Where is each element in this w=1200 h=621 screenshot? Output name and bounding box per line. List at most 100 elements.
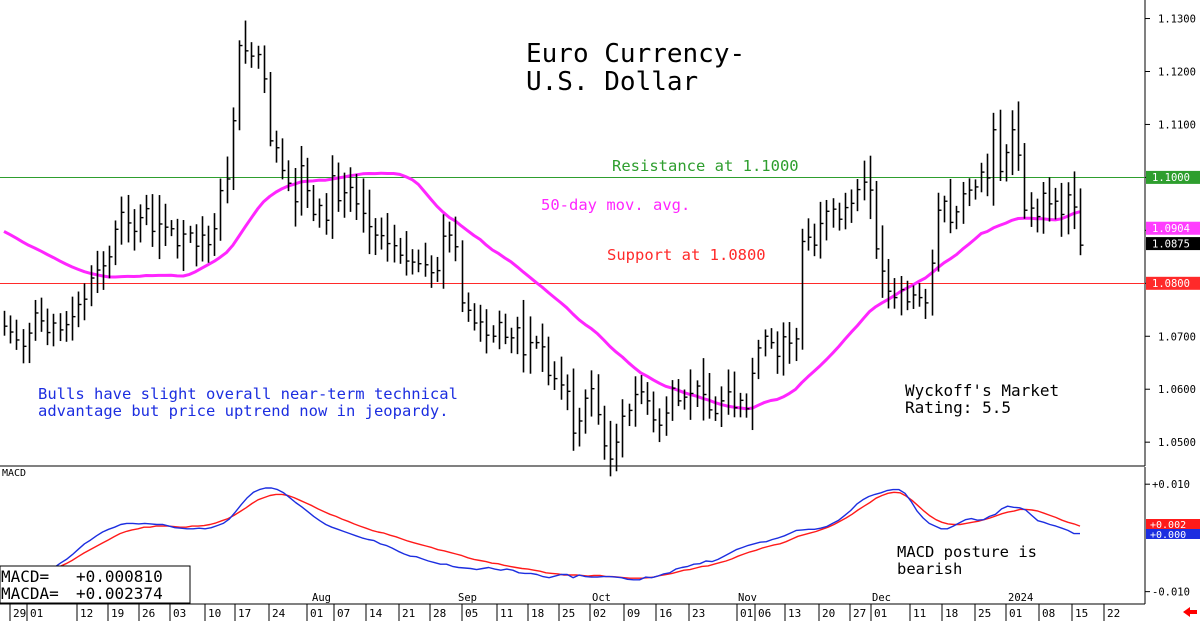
price-bar <box>1023 143 1028 219</box>
price-bar <box>1042 182 1047 234</box>
price-bar <box>46 308 51 346</box>
price-bar <box>838 202 843 231</box>
price-bar <box>77 291 82 328</box>
price-bar <box>498 310 503 350</box>
price-bar <box>937 192 942 272</box>
price-bar <box>850 189 855 223</box>
support-label: Support at 1.0800 <box>607 246 766 264</box>
price-bar <box>195 224 200 267</box>
price-bar <box>590 370 595 417</box>
time-axis-day-label: 29 <box>13 607 26 620</box>
price-y-tick-label: 1.1100 <box>1158 119 1196 131</box>
price-bar <box>615 423 620 472</box>
price-bar <box>825 199 830 241</box>
time-axis-day-label: 18 <box>945 607 958 620</box>
price-bar <box>182 220 187 271</box>
chart-title-line-1: Euro Currency- <box>526 39 745 69</box>
macd-y-tick-label: -0.010 <box>1152 587 1190 599</box>
support-price-badge-bg <box>1146 276 1200 290</box>
price-bar <box>652 391 657 433</box>
price-bar <box>139 204 144 243</box>
macd-posture-line-1: MACD posture is <box>897 543 1037 561</box>
price-bar <box>257 45 262 69</box>
price-bar <box>757 339 762 380</box>
time-axis-day-label: 01 <box>874 607 887 620</box>
price-bar <box>893 278 898 309</box>
price-bar <box>294 168 299 227</box>
price-y-tick-label: 1.0500 <box>1158 437 1196 449</box>
price-bar <box>609 420 614 477</box>
price-bar <box>15 319 20 350</box>
price-bar <box>71 296 76 341</box>
price-bar <box>702 358 707 421</box>
price-y-tick-label: 1.0600 <box>1158 384 1196 396</box>
price-bar <box>522 299 527 373</box>
price-bar <box>733 371 738 418</box>
price-bar <box>189 225 194 243</box>
price-bar <box>906 280 911 311</box>
price-bar <box>1030 192 1035 227</box>
price-bar <box>801 228 806 350</box>
moving-average-price-badge-text: 1.0904 <box>1152 223 1190 235</box>
time-axis-day-label: 02 <box>593 607 606 620</box>
time-axis-day-label: 28 <box>433 607 446 620</box>
time-axis-day-label: 01 <box>1009 607 1022 620</box>
scroll-back-arrow-icon[interactable] <box>1183 607 1197 617</box>
moving-average-price-badge: 1.0904 <box>1146 221 1200 235</box>
price-bar <box>714 396 719 421</box>
price-bar <box>689 369 694 420</box>
price-y-tick-label: 1.1300 <box>1158 14 1196 26</box>
macda-signal-line <box>0 491 1081 579</box>
price-bar <box>992 112 997 206</box>
price-bar <box>739 392 744 418</box>
support-resistance-layer: Resistance at 1.1000 Support at 1.0800 <box>0 157 1145 284</box>
macd-y-ticks: +0.010 -0.010 <box>1145 479 1190 599</box>
commentary-line-2: advantage but price uptrend now in jeopa… <box>38 402 449 420</box>
time-axis-month-label: Dec <box>872 592 891 604</box>
price-bar <box>986 153 991 197</box>
price-bar <box>844 192 849 230</box>
price-bar <box>362 178 367 233</box>
price-bar <box>603 405 608 460</box>
price-bar <box>454 216 459 262</box>
price-bar <box>300 145 305 216</box>
price-bar <box>529 316 534 374</box>
moving-average-label: 50-day mov. avg. <box>541 196 690 214</box>
price-bar <box>467 292 472 322</box>
price-bar <box>962 181 967 224</box>
price-bar <box>461 240 466 313</box>
price-bar <box>399 237 404 264</box>
price-bar <box>380 217 385 250</box>
price-bar <box>696 380 701 408</box>
price-bar <box>1067 182 1072 235</box>
price-bar <box>226 156 231 204</box>
price-bar <box>355 173 360 220</box>
resistance-price-badge-bg <box>1146 170 1200 184</box>
price-bar <box>170 220 175 237</box>
price-bar <box>980 162 985 193</box>
price-bar <box>584 389 589 434</box>
time-axis-month-label: Nov <box>738 592 757 604</box>
price-bar <box>40 297 45 332</box>
price-bar <box>343 172 348 218</box>
time-axis: 29 01 12 19 26 03 10 17 24 01 07 14 21 28 05 11 18 25 02 09… <box>9 592 1120 621</box>
price-bar <box>393 224 398 263</box>
macda-readout-label: MACDA= <box>1 584 59 603</box>
price-bar <box>318 198 323 228</box>
time-axis-month-label: Aug <box>312 592 331 604</box>
price-bar <box>207 225 212 263</box>
time-axis-day-label: 06 <box>758 607 771 620</box>
price-bar <box>368 189 373 255</box>
price-bar <box>671 380 676 421</box>
price-bar <box>34 299 39 341</box>
time-axis-day-label: 11 <box>913 607 926 620</box>
price-bar <box>201 216 206 262</box>
price-bar <box>1017 101 1022 171</box>
time-axis-day-label: 01 <box>30 607 43 620</box>
price-bar <box>863 160 868 201</box>
price-bar <box>1054 187 1059 220</box>
macd-badge-text: +0.000 <box>1150 530 1186 541</box>
price-bar <box>999 109 1004 182</box>
price-bar <box>244 20 249 64</box>
